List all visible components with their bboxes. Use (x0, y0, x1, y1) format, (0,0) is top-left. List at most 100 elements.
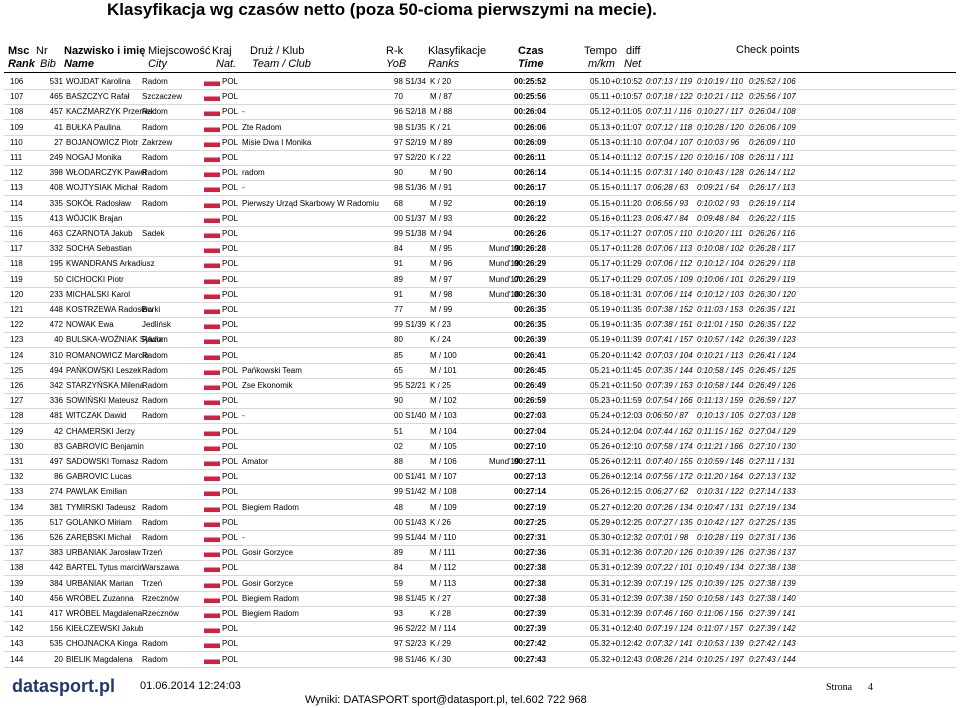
extra-cell: Mund'18 (489, 289, 520, 299)
tempo-cell: 05.21 (590, 381, 611, 390)
nat-cell: POL (222, 92, 239, 102)
ranks-cell: M / 111 (430, 548, 456, 558)
rank-cell: 127 (10, 396, 24, 406)
result-row: 133 274 PAWLAK Emilian POL 99 S1/42 M / 108 00… (4, 484, 956, 501)
bib-cell: 42 (54, 426, 63, 436)
nat-cell: POL (222, 122, 239, 132)
ranks-cell: M / 113 (430, 578, 457, 588)
checkpoint-cell: 0:10:12 / 104 (697, 259, 744, 269)
column-header: Rank (8, 58, 35, 70)
city-cell: Trzeń (142, 548, 163, 558)
rank-cell: 143 (10, 639, 24, 649)
flag (204, 502, 220, 512)
column-header: Name (64, 58, 94, 70)
checkpoint-cell: 0:11:07 / 157 (697, 624, 744, 634)
nat-cell: POL (222, 381, 239, 390)
flag (204, 350, 220, 360)
flag (204, 77, 220, 86)
time-cell: 00:26:19 (514, 198, 547, 208)
ranks-cell: K / 23 (430, 320, 451, 330)
yob-cell: 00 S1/40 (394, 411, 427, 421)
bib-cell: 20 (54, 654, 63, 664)
nat-cell: POL (222, 593, 239, 603)
checkpoint-cell: 0:07:11 / 116 (646, 107, 692, 117)
yob-cell: 98 S1/35 (394, 122, 427, 132)
checkpoint-cell: 0:07:15 / 120 (646, 153, 693, 162)
city-cell: Radom (142, 153, 168, 162)
name-cell: SOCHA Sebastian (66, 244, 132, 254)
checkpoint-cell: 0:10:31 / 122 (697, 487, 744, 497)
tempo-cell: 05.14 (590, 168, 611, 178)
team-cell: Pańkowski Team (242, 365, 302, 375)
time-cell: 00:26:30 (514, 289, 547, 299)
checkpoint-cell: 0:07:06 / 112 (646, 259, 693, 269)
flag (204, 213, 220, 223)
time-cell: 00:27:38 (514, 563, 547, 573)
time-cell: 00:26:35 (514, 320, 547, 330)
diff-cell: +0:12:39 (611, 578, 643, 588)
result-row: 109 41 BUŁKA Paulina Radom POL Zte Radom 98 S1… (4, 120, 956, 136)
extra-cell: Mund'19 (489, 244, 520, 254)
bib-cell: 40 (54, 335, 63, 345)
checkpoint-cell: 0:27:04 / 129 (749, 426, 796, 436)
bib-cell: 274 (49, 487, 63, 497)
name-cell: WOJTYSIAK Michał (66, 183, 138, 193)
checkpoint-cell: 0:25:52 / 106 (749, 77, 796, 86)
yob-cell: 96 S2/22 (394, 624, 427, 634)
ranks-cell: M / 102 (430, 396, 457, 406)
ranks-cell: M / 114 (430, 624, 457, 634)
flag (204, 563, 220, 573)
rank-cell: 142 (10, 624, 24, 634)
checkpoint-cell: 0:26:29 / 118 (749, 259, 796, 269)
checkpoint-cell: 0:07:32 / 141 (646, 639, 693, 649)
result-row: 115 413 WÓJCIK Brajan POL 00 S1/37 M / 93 00:2… (4, 211, 956, 227)
yob-cell: 99 S1/39 (394, 320, 427, 330)
rank-cell: 113 (10, 183, 23, 193)
result-row: 141 417 WRÓBEL Magdalena Rzecznów POL Biegiem… (4, 606, 956, 622)
checkpoint-cell: 0:07:01 / 98 (646, 533, 689, 542)
yob-cell: 99 S1/38 (394, 229, 427, 238)
checkpoint-cell: 0:10:12 / 103 (697, 289, 744, 299)
tempo-cell: 05.16 (590, 213, 611, 223)
tempo-cell: 05.17 (590, 259, 611, 269)
tempo-cell: 05.17 (590, 244, 611, 254)
checkpoint-cell: 0:10:58 / 143 (697, 593, 744, 603)
team-cell: Biegiem Radom (242, 593, 299, 603)
time-cell: 00:27:31 (514, 533, 547, 542)
name-cell: WITCZAK Dawid (66, 411, 127, 421)
diff-cell: +0:11:23 (611, 213, 642, 223)
yob-cell: 00 S1/41 (394, 472, 427, 482)
rank-cell: 129 (10, 426, 24, 436)
name-cell: URBANIAK Marian (66, 578, 134, 588)
city-cell: Radom (142, 396, 168, 406)
team-cell: - (242, 183, 245, 193)
name-cell: ROMANOWICZ Marcin (66, 350, 149, 360)
name-cell: WOJDAT Karolina (66, 77, 131, 86)
flag (204, 122, 220, 132)
tempo-cell: 05.26 (590, 472, 611, 482)
nat-cell: POL (222, 563, 239, 573)
diff-cell: +0:11:05 (611, 107, 642, 117)
name-cell: KWANDRANS Arkadiusz (66, 259, 155, 269)
yob-cell: 93 (394, 609, 403, 618)
checkpoint-cell: 0:11:20 / 164 (697, 472, 744, 482)
ranks-cell: K / 24 (430, 335, 451, 345)
checkpoint-cell: 0:26:11 / 111 (749, 153, 794, 162)
time-cell: 00:25:52 (514, 77, 547, 86)
diff-cell: +0:12:14 (611, 472, 643, 482)
result-row: 112 398 WŁODARCZYK Paweł Radom POL radom 90 M /… (4, 165, 956, 182)
yob-cell: 77 (394, 305, 403, 314)
checkpoint-cell: 0:07:05 / 110 (646, 229, 693, 238)
checkpoint-cell: 0:11:01 / 150 (697, 320, 744, 330)
nat-cell: POL (222, 153, 239, 162)
rank-cell: 106 (10, 77, 24, 86)
ranks-cell: M / 100 (430, 350, 457, 360)
rank-cell: 141 (10, 609, 24, 618)
flag (204, 365, 220, 375)
diff-cell: +0:11:29 (611, 274, 642, 284)
diff-cell: +0:12:39 (611, 593, 643, 603)
bib-cell: 27 (54, 137, 63, 147)
yob-cell: 00 S1/37 (394, 213, 427, 223)
flag (204, 198, 220, 208)
checkpoint-cell: 0:27:39 / 141 (749, 609, 796, 618)
